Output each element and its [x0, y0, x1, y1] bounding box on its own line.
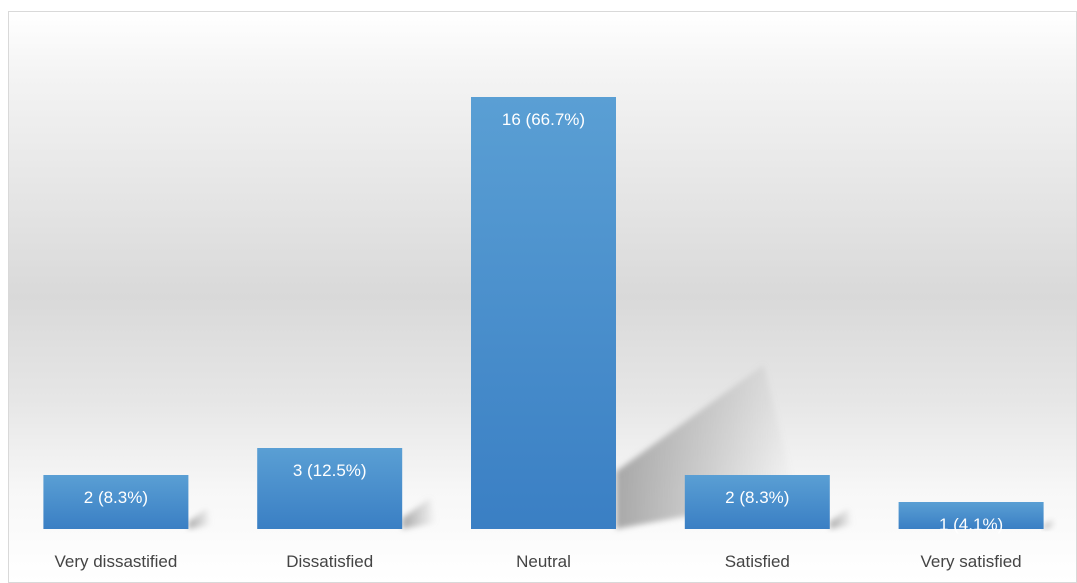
bar-data-label: 16 (66.7%) — [502, 110, 585, 129]
bar-shadow — [402, 498, 437, 529]
category-label: Neutral — [516, 552, 571, 571]
bar — [471, 97, 616, 529]
category-label: Satisfied — [725, 552, 790, 571]
bar — [684, 475, 830, 529]
bar-data-label: 2 (8.3%) — [725, 488, 789, 507]
bar-data-label: 1 (4.1%) — [939, 515, 1003, 534]
category-labels: Very dissastified Dissatisfied Neutral Sati… — [54, 552, 1021, 571]
bar — [898, 502, 1044, 529]
bar — [43, 475, 189, 529]
chart-area: 2 (8.3%) 3 (12.5%) 16 (66.7%) 2 (8.3%) 1 (4.… — [8, 11, 1077, 583]
bars — [43, 97, 1044, 529]
data-labels: 2 (8.3%) 3 (12.5%) 16 (66.7%) 2 (8.3%) 1 (4.… — [84, 110, 1003, 534]
category-label: Very satisfied — [921, 552, 1022, 571]
category-label: Very dissastified — [54, 552, 177, 571]
bar-data-label: 2 (8.3%) — [84, 488, 148, 507]
bar-chart: 2 (8.3%) 3 (12.5%) 16 (66.7%) 2 (8.3%) 1 (4.… — [43, 97, 1055, 571]
bar-shadow — [1043, 518, 1055, 529]
category-label: Dissatisfied — [286, 552, 373, 571]
bar — [257, 448, 403, 529]
bar-shadow — [188, 508, 211, 529]
bar-shadow — [829, 508, 853, 529]
bar-data-label: 3 (12.5%) — [293, 461, 367, 480]
